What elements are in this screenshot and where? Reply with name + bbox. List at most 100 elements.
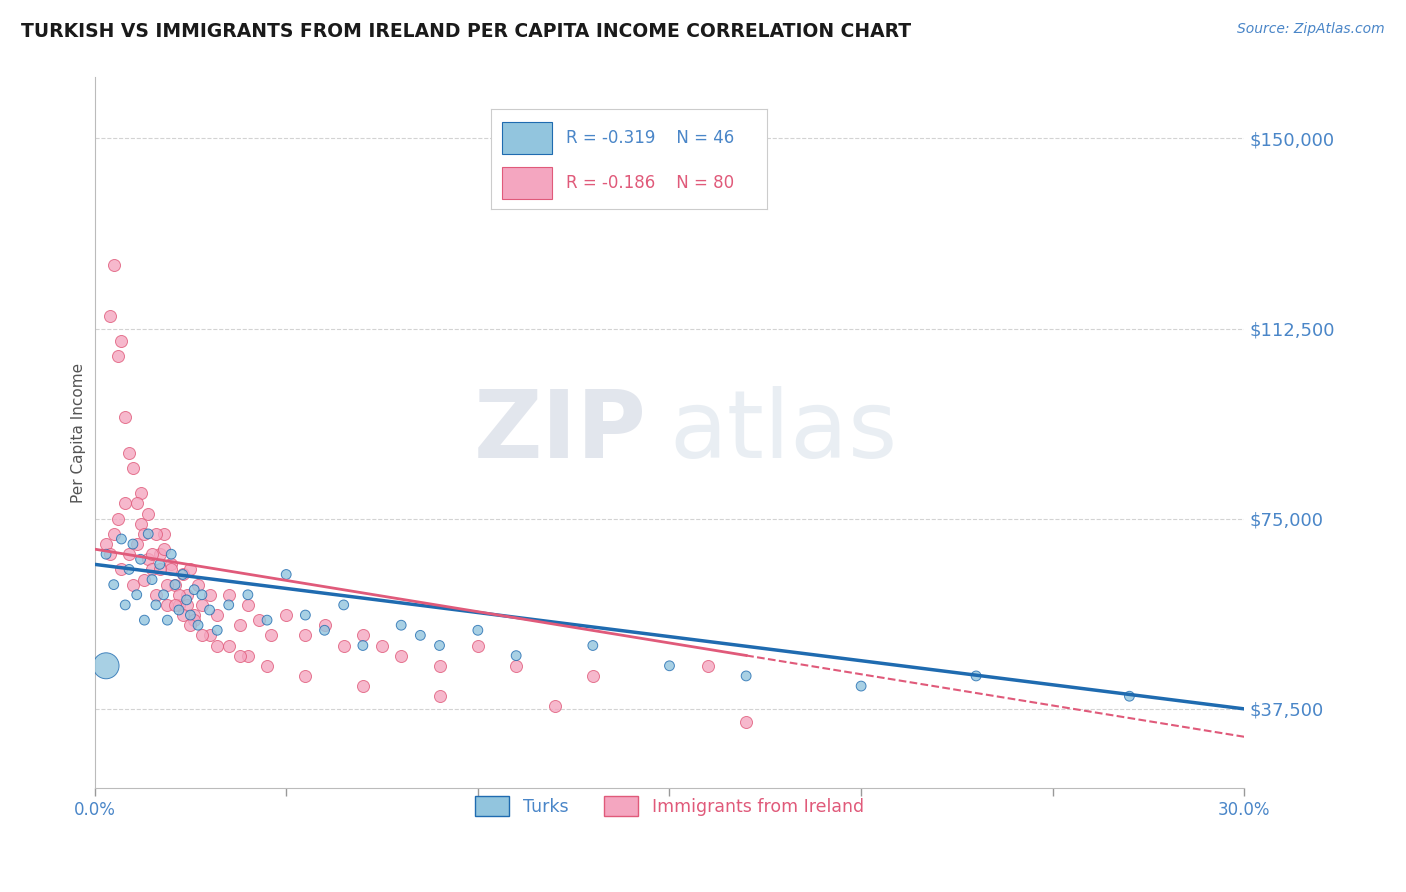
Point: [176, 588, 198, 602]
Point: [134, 613, 156, 627]
Point: [107, 350, 129, 364]
Text: Source: ZipAtlas.com: Source: ZipAtlas.com: [1237, 22, 1385, 37]
Point: [122, 537, 145, 551]
Point: [352, 639, 374, 653]
Point: [110, 334, 132, 348]
Point: [149, 558, 172, 572]
Point: [371, 639, 394, 653]
Point: [236, 598, 259, 612]
Point: [136, 527, 159, 541]
Point: [191, 588, 214, 602]
Point: [218, 598, 240, 612]
Point: [218, 639, 240, 653]
Point: [276, 608, 298, 623]
Legend: Turks, Immigrants from Ireland: Turks, Immigrants from Ireland: [465, 788, 873, 825]
Point: [167, 603, 190, 617]
Point: [294, 669, 316, 683]
Point: [183, 613, 205, 627]
Point: [467, 639, 489, 653]
Point: [389, 618, 412, 632]
Point: [179, 608, 201, 623]
Point: [172, 567, 194, 582]
Point: [125, 496, 148, 510]
Point: [103, 577, 125, 591]
Point: [352, 628, 374, 642]
Point: [156, 613, 179, 627]
Point: [314, 618, 336, 632]
Point: [165, 598, 187, 612]
Point: [276, 567, 298, 582]
Point: [176, 598, 198, 612]
Point: [191, 628, 214, 642]
Point: [114, 410, 136, 425]
Point: [218, 588, 240, 602]
Point: [582, 639, 605, 653]
Point: [183, 582, 205, 597]
Point: [179, 618, 201, 632]
Point: [94, 547, 117, 561]
Point: [145, 527, 167, 541]
Point: [229, 618, 252, 632]
Point: [103, 527, 125, 541]
Point: [94, 658, 117, 673]
Point: [160, 547, 183, 561]
Point: [136, 507, 159, 521]
Y-axis label: Per Capita Income: Per Capita Income: [72, 362, 86, 502]
Point: [152, 588, 174, 602]
Point: [167, 598, 190, 612]
Point: [352, 679, 374, 693]
Point: [658, 658, 681, 673]
Point: [118, 446, 141, 460]
Point: [141, 547, 163, 561]
Point: [103, 258, 125, 272]
Point: [256, 613, 278, 627]
Point: [141, 562, 163, 576]
Point: [114, 598, 136, 612]
Point: [198, 628, 221, 642]
Point: [314, 624, 336, 638]
Point: [165, 577, 187, 591]
Point: [256, 658, 278, 673]
Point: [152, 527, 174, 541]
Point: [98, 309, 121, 323]
Point: [229, 648, 252, 663]
Point: [129, 486, 152, 500]
Point: [136, 552, 159, 566]
Point: [172, 567, 194, 582]
Point: [134, 527, 156, 541]
Point: [294, 628, 316, 642]
Point: [145, 598, 167, 612]
Point: [849, 679, 872, 693]
Point: [129, 516, 152, 531]
Point: [332, 639, 354, 653]
Point: [429, 690, 451, 704]
Point: [205, 639, 228, 653]
Point: [134, 573, 156, 587]
Point: [179, 562, 201, 576]
Point: [149, 562, 172, 576]
Point: [696, 658, 718, 673]
Point: [183, 608, 205, 623]
Point: [236, 588, 259, 602]
Point: [735, 669, 758, 683]
Point: [122, 577, 145, 591]
Point: [156, 598, 179, 612]
Point: [110, 532, 132, 546]
Point: [236, 648, 259, 663]
Point: [141, 573, 163, 587]
Point: [205, 608, 228, 623]
Point: [129, 552, 152, 566]
Point: [191, 598, 214, 612]
Point: [167, 588, 190, 602]
Point: [429, 639, 451, 653]
Point: [505, 658, 527, 673]
Point: [125, 588, 148, 602]
Point: [294, 608, 316, 623]
Point: [735, 714, 758, 729]
Point: [187, 577, 209, 591]
Point: [122, 461, 145, 475]
Point: [149, 547, 172, 561]
Point: [543, 699, 565, 714]
Point: [467, 624, 489, 638]
Point: [114, 496, 136, 510]
